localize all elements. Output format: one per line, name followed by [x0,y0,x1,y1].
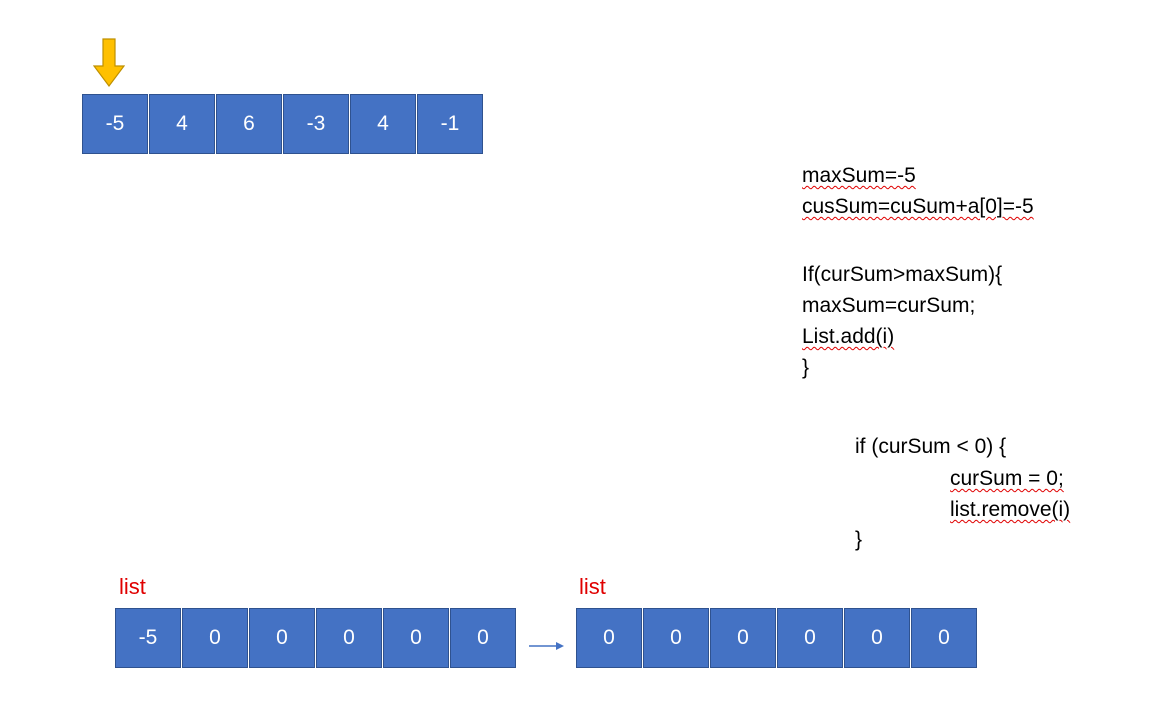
array-cell: 4 [350,94,416,154]
list-cell: 0 [450,608,516,668]
code-line-list-remove: list.remove(i) [950,498,1071,521]
code-line-assign-max: maxSum=curSum; [802,294,976,317]
list-cell: 0 [777,608,843,668]
code-line-cur-sum-update: cusSum=cuSum+a[0]=-5 [802,195,1034,218]
list-cell: 0 [249,608,315,668]
pointer-down-arrow-icon [93,38,125,87]
code-line-list-add: List.add(i) [802,325,895,348]
array-cell: 4 [149,94,215,154]
code-line-close-brace: } [855,528,863,551]
array-cell: -5 [82,94,148,154]
code-line-max-sum-init: maxSum=-5 [802,164,916,187]
list-cell: 0 [576,608,642,668]
code-line-close-brace: } [802,356,810,379]
code-line-reset-cur-sum: curSum = 0; [950,467,1064,490]
list-before: -5 0 0 0 0 0 [115,608,516,668]
code-line-if-greater: If(curSum>maxSum){ [802,263,1003,286]
top-array: -5 4 6 -3 4 -1 [82,94,483,154]
list-cell: 0 [383,608,449,668]
list-after: 0 0 0 0 0 0 [576,608,977,668]
array-cell: -3 [283,94,349,154]
array-cell: -1 [417,94,483,154]
list-label-before: list [119,574,146,599]
right-arrow-icon [529,642,564,650]
list-cell: 0 [710,608,776,668]
code-line-if-negative: if (curSum < 0) { [855,435,1007,458]
list-cell: 0 [911,608,977,668]
list-cell: 0 [643,608,709,668]
list-cell: 0 [182,608,248,668]
list-cell: -5 [115,608,181,668]
array-cell: 6 [216,94,282,154]
list-label-after: list [579,574,606,599]
list-cell: 0 [844,608,910,668]
list-cell: 0 [316,608,382,668]
